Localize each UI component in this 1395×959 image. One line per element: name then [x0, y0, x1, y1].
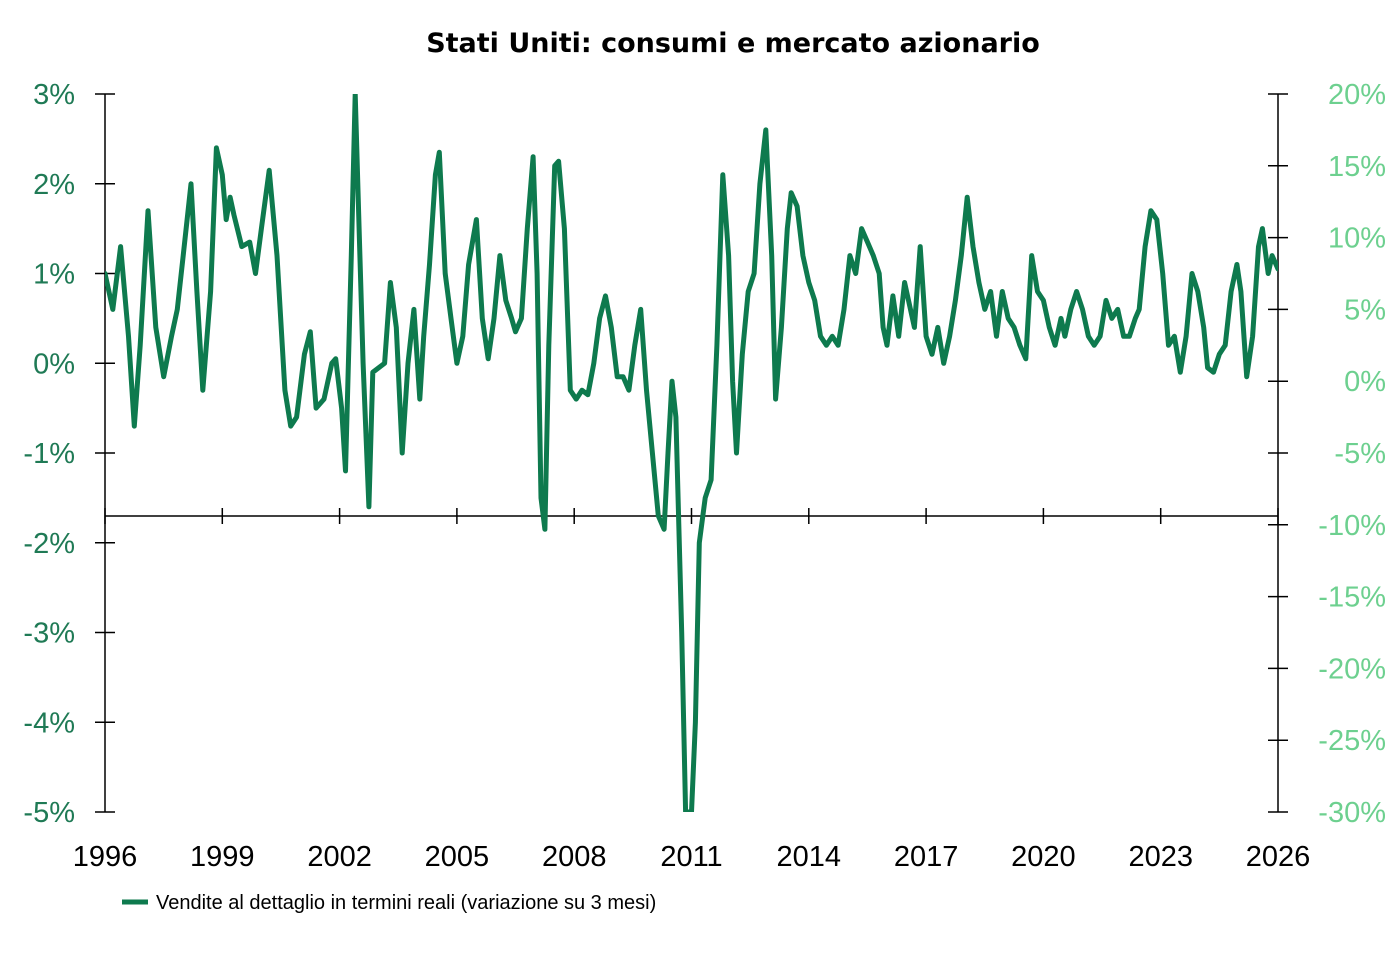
right-tick-label: -10%	[1318, 510, 1386, 542]
left-tick-label: 3%	[33, 79, 75, 111]
right-tick-label: -20%	[1318, 653, 1386, 685]
x-tick-label: 2014	[777, 841, 842, 873]
right-tick-label: 5%	[1344, 294, 1386, 326]
x-tick-label: 2023	[1128, 841, 1193, 873]
left-tick-label: -2%	[23, 528, 75, 560]
chart-title: Stati Uniti: consumi e mercato azionario	[426, 28, 1040, 59]
right-tick-label: -25%	[1318, 725, 1386, 757]
x-tick-label: 2020	[1011, 841, 1076, 873]
right-tick-label: 15%	[1328, 151, 1386, 183]
series-line-0	[105, 94, 1278, 812]
legend-label: Vendite al dettaglio in termini reali (v…	[156, 892, 656, 914]
right-tick-label: -15%	[1318, 582, 1386, 614]
left-tick-label: 2%	[33, 169, 75, 201]
left-tick-label: -3%	[23, 618, 75, 650]
x-tick-label: 2011	[660, 841, 722, 873]
left-axis: 3% 2% 1% 0% -1% -2% -3% -4% -5%	[23, 79, 115, 829]
right-tick-label: 20%	[1328, 79, 1386, 111]
right-tick-label: -5%	[1334, 438, 1386, 470]
x-tick-label: 2002	[307, 841, 372, 873]
left-tick-label: -4%	[23, 707, 75, 739]
left-tick-label: -5%	[23, 797, 75, 829]
legend: Vendite al dettaglio in termini reali (v…	[122, 892, 656, 914]
left-tick-label: -1%	[23, 438, 75, 470]
x-tick-label: 1999	[190, 841, 255, 873]
right-tick-label: 10%	[1328, 223, 1386, 255]
right-axis: 20% 15% 10% 5% 0% -5% -10% -15% -20% -25% -30%	[1268, 79, 1386, 829]
left-tick-label: 1%	[33, 259, 75, 291]
x-axis: 1996 1999 2002 2005 2008 2011 2014 2017 2020 2023…	[73, 508, 1311, 873]
left-tick-label: 0%	[33, 348, 75, 380]
x-tick-label: 2005	[425, 841, 490, 873]
x-tick-label: 2017	[894, 841, 959, 873]
right-tick-label: -30%	[1318, 797, 1386, 829]
x-tick-label: 2026	[1246, 841, 1311, 873]
x-tick-label: 2008	[542, 841, 607, 873]
plot-area	[105, 94, 1278, 812]
x-tick-label: 1996	[73, 841, 138, 873]
right-tick-label: 0%	[1344, 366, 1386, 398]
